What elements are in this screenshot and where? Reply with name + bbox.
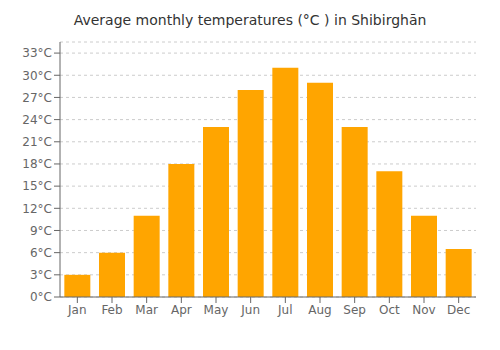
svg-text:18°C: 18°C [22,157,52,171]
svg-text:12°C: 12°C [22,202,52,216]
svg-text:9°C: 9°C [30,224,52,238]
svg-text:Apr: Apr [171,303,192,317]
svg-text:0°C: 0°C [30,290,52,304]
svg-text:Jul: Jul [277,303,292,317]
svg-text:Aug: Aug [308,303,331,317]
svg-text:24°C: 24°C [22,113,52,127]
svg-text:Jan: Jan [67,303,87,317]
svg-text:Sep: Sep [343,303,366,317]
svg-text:15°C: 15°C [22,179,52,193]
svg-text:30°C: 30°C [22,69,52,83]
svg-text:Jun: Jun [240,303,260,317]
svg-text:33°C: 33°C [22,46,52,60]
svg-text:Mar: Mar [135,303,158,317]
svg-text:6°C: 6°C [30,246,52,260]
svg-text:May: May [204,303,229,317]
svg-text:21°C: 21°C [22,135,52,149]
svg-text:3°C: 3°C [30,268,52,282]
svg-text:27°C: 27°C [22,91,52,105]
svg-text:Dec: Dec [447,303,470,317]
svg-text:Oct: Oct [379,303,400,317]
svg-text:Feb: Feb [101,303,122,317]
html-text:Average monthly temperatures (: Average monthly temperatures (°C ) in Sh… [73,12,427,28]
svg-text:Nov: Nov [412,303,435,317]
